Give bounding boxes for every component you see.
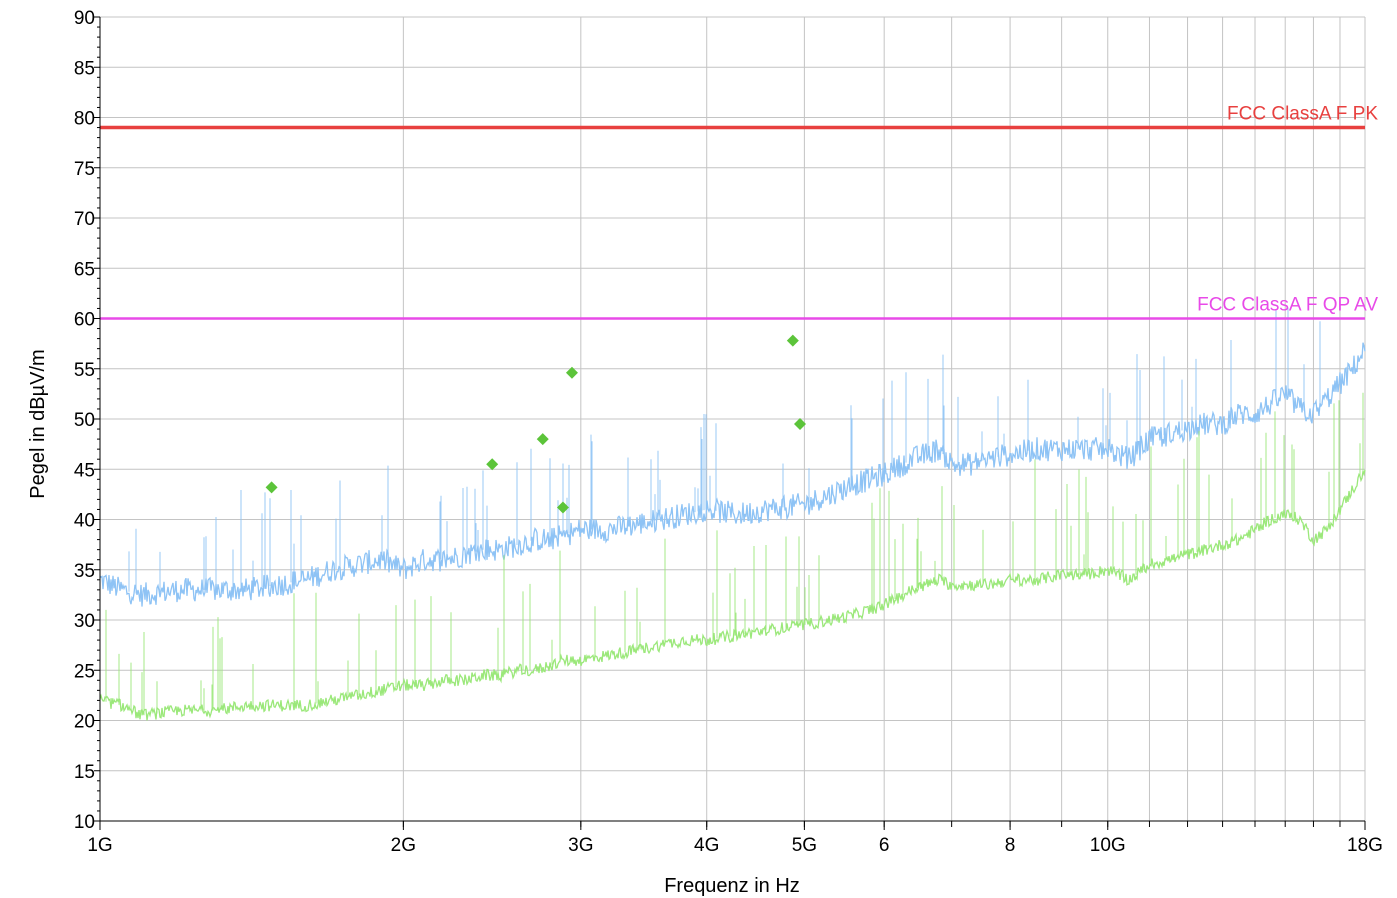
y-tick-label: 80 [74, 109, 95, 130]
limit-lines: FCC ClassA F PK FCC ClassA F QP AV [100, 104, 1378, 320]
y-tick-label: 30 [74, 611, 95, 632]
y-tick-label: 40 [74, 511, 95, 532]
peak-marker [565, 366, 578, 379]
limit-line-label: FCC ClassA F QP AV [1197, 295, 1378, 316]
y-axis-title: Pegel in dBµV/m [27, 349, 49, 498]
y-tick-label: 60 [74, 310, 95, 331]
x-axis-title: Frequenz in Hz [664, 875, 800, 897]
y-tick-label: 45 [74, 460, 95, 481]
series-layer [99, 307, 1366, 721]
series-spikes [128, 307, 1321, 594]
limit-line-label: FCC ClassA F PK [1227, 104, 1378, 125]
y-tick-label: 20 [74, 712, 95, 733]
peak-marker [536, 433, 549, 446]
y-tick-label: 15 [74, 762, 95, 783]
peak-marker [265, 481, 278, 494]
peak-marker [793, 418, 806, 431]
y-tick-label: 75 [74, 159, 95, 180]
x-tick-label: 18G [1347, 835, 1383, 856]
average-trace [99, 469, 1366, 721]
y-tick-label: 25 [74, 661, 95, 682]
x-tick-label: 10G [1090, 835, 1126, 856]
grid [99, 16, 1366, 822]
y-tick-label: 65 [74, 259, 95, 280]
peak-trace [99, 342, 1366, 607]
x-tick-label: 2G [391, 835, 416, 856]
y-tick-label: 55 [74, 360, 95, 381]
x-tick-label: 6 [879, 835, 890, 856]
peak-marker [486, 458, 499, 471]
y-tick-label: 10 [74, 812, 95, 833]
y-tick-label: 50 [74, 410, 95, 431]
x-tick-label: 1G [87, 835, 112, 856]
peak-markers [265, 334, 806, 514]
y-tick-label: 85 [74, 58, 95, 79]
peak-marker [786, 334, 799, 347]
x-tick-label: 5G [792, 835, 817, 856]
y-tick-label: 35 [74, 561, 95, 582]
peak-marker [556, 501, 569, 514]
axes: 10 15 20 25 30 35 40 45 50 55 60 65 70 75 80 85 90 1G 2G 3G… [74, 8, 1383, 856]
x-tick-label: 3G [568, 835, 593, 856]
x-tick-label: 4G [694, 835, 719, 856]
x-tick-label: 8 [1005, 835, 1016, 856]
y-tick-label: 90 [74, 8, 95, 29]
y-tick-label: 70 [74, 209, 95, 230]
